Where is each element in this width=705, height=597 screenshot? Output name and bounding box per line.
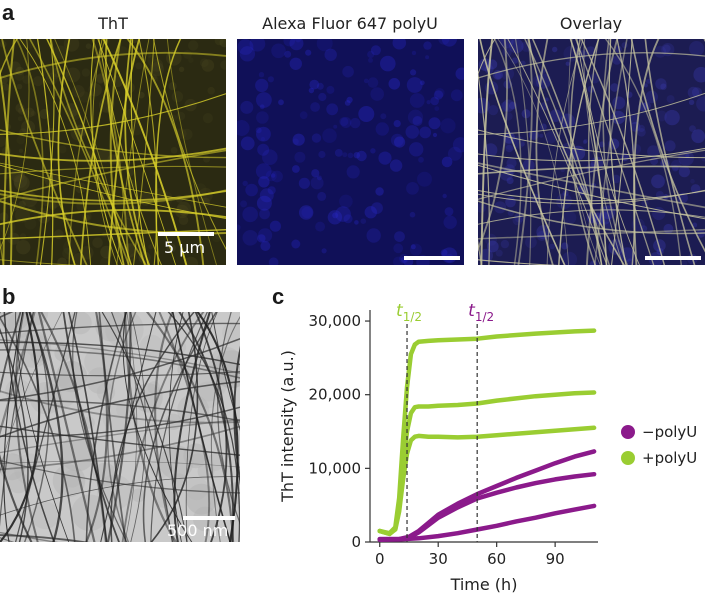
x-tick-label: 60 [487, 550, 506, 568]
overlay-micrograph [478, 39, 705, 265]
y-tick-label: 0 [351, 533, 361, 551]
image-title-polyu: Alexa Fluor 647 polyU [262, 14, 438, 33]
x-tick-label: 90 [546, 550, 565, 568]
t-half-label-1: t1/2 [396, 301, 422, 324]
scale-bar-a2 [404, 256, 460, 260]
panel-a-letter: a [2, 0, 15, 25]
x-tick-label: 30 [429, 550, 448, 568]
series-line-3 [377, 425, 597, 537]
series-line-6 [377, 503, 597, 543]
legend-marker-2 [621, 451, 635, 465]
scale-label-a1: 5 μm [164, 238, 206, 257]
image-title-overlay: Overlay [559, 14, 623, 33]
legend-marker-1 [621, 425, 635, 439]
panel-c-letter: c [272, 284, 285, 309]
y-tick-label: 20,000 [309, 386, 362, 404]
image-title-tht: ThT [98, 14, 128, 33]
scale-label-b: 500 nm [167, 521, 229, 540]
legend-label-2: +polyU [642, 449, 697, 467]
scale-bar-a3 [645, 256, 701, 260]
polyu-micrograph [237, 39, 464, 265]
y-tick-label: 10,000 [309, 459, 362, 477]
y-tick-label: 30,000 [309, 312, 362, 330]
x-axis-label: Time (h) [450, 575, 518, 594]
x-tick-label: 0 [375, 550, 385, 568]
y-axis-label: ThT intensity (a.u.) [278, 350, 297, 503]
scale-bar-b [183, 516, 235, 520]
t-half-label-2: t1/2 [468, 301, 494, 324]
thT-kinetics-chart: 0 10,000 20,000 30,000 0 30 60 90 Time (h) ThT in… [278, 301, 697, 594]
legend-label-1: −polyU [642, 423, 697, 441]
tem-micrograph [0, 312, 240, 542]
tht-micrograph [0, 39, 226, 265]
scale-bar-a1 [158, 232, 214, 236]
panel-b-letter: b [2, 284, 16, 309]
